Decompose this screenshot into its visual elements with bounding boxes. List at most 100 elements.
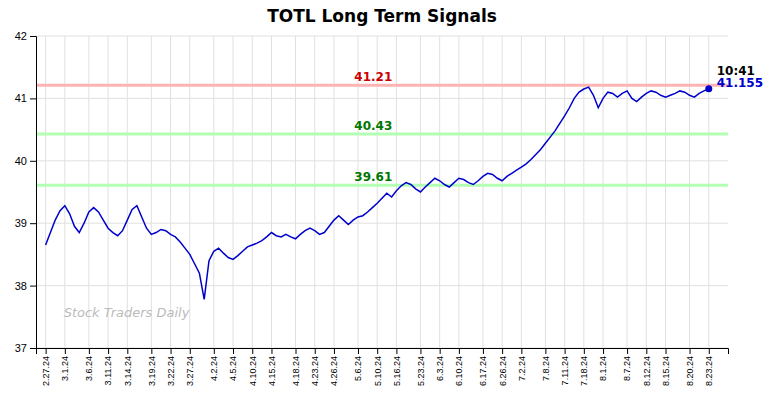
x-tick-label: 8.23.24	[704, 356, 714, 386]
x-tick-label: 4.5.24	[228, 356, 238, 381]
x-tick-label: 7.2.24	[517, 356, 527, 381]
x-tick-mark	[459, 348, 460, 354]
y-tick-mark	[30, 286, 36, 287]
y-tick-mark	[30, 98, 36, 99]
marks	[36, 85, 728, 299]
x-tick-label: 8.15.24	[661, 356, 671, 386]
y-tick-mark	[30, 348, 36, 349]
x-tick-label: 4.26.24	[329, 356, 339, 386]
x-tick: 8.7.24	[622, 348, 632, 381]
grid-line-x	[108, 36, 109, 348]
x-tick: 3.19.24	[147, 348, 157, 386]
y-tick-mark	[30, 223, 36, 224]
y-tick-label: 37	[15, 342, 27, 354]
x-tick-mark	[690, 348, 691, 354]
grid-line-x	[627, 36, 628, 348]
y-tick-mark	[30, 161, 36, 162]
x-tick-mark	[252, 348, 253, 354]
x-tick-label: 3.6.24	[84, 356, 94, 381]
y-tick: 39	[15, 217, 36, 229]
y-axis: 373839404142	[15, 30, 37, 354]
x-tick-label: 4.18.24	[291, 356, 301, 386]
x-tick-mark	[627, 348, 628, 354]
x-tick-mark	[646, 348, 647, 354]
x-tick: 3.27.24	[185, 348, 195, 386]
x-tick-mark	[545, 348, 546, 354]
x-tick-label: 7.11.24	[560, 356, 570, 385]
grid-line-x	[564, 36, 565, 348]
x-tick: 3.6.24	[84, 348, 94, 381]
x-tick-mark	[214, 348, 215, 354]
x-tick-mark	[296, 348, 297, 354]
grid-line-y	[36, 160, 728, 161]
grid-line-y	[36, 223, 728, 224]
x-tick: 4.15.24	[267, 348, 277, 386]
grid-line-x	[482, 36, 483, 348]
x-tick-mark	[271, 348, 272, 354]
y-tick: 38	[15, 280, 36, 292]
y-tick-label: 38	[15, 280, 27, 292]
x-tick: 5.16.24	[392, 348, 402, 386]
grid-line-x	[170, 36, 171, 348]
grid-line-x	[252, 36, 253, 348]
reference-label: 40.43	[354, 119, 392, 133]
grid-line-x	[646, 36, 647, 348]
x-tick-label: 7.18.24	[579, 356, 589, 386]
x-tick-mark	[666, 348, 667, 354]
x-tick-label: 3.27.24	[185, 356, 195, 386]
chart: Stock Traders Daily41.2140.4339.6110:414…	[0, 0, 784, 398]
grid-line-x	[333, 36, 334, 348]
x-tick-mark	[233, 348, 234, 354]
x-tick-label: 6.3.24	[435, 356, 445, 381]
x-tick-label: 3.1.24	[60, 356, 70, 381]
y-tick: 37	[15, 342, 36, 354]
x-tick-label: 8.12.24	[642, 356, 652, 386]
grid-line-x	[458, 36, 459, 348]
y-tick-label: 40	[15, 155, 27, 167]
grid-line-x	[583, 36, 584, 348]
x-tick-label: 6.17.24	[478, 356, 488, 386]
grid-line-y	[36, 285, 728, 286]
title: TOTL Long Term Signals	[267, 6, 497, 26]
x-tick-label: 3.11.24	[103, 356, 113, 385]
x-tick: 3.14.24	[123, 348, 133, 386]
x-tick: 4.23.24	[310, 348, 320, 386]
x-tick-mark	[65, 348, 66, 354]
y-tick-mark	[30, 36, 36, 37]
end-dot	[705, 85, 712, 92]
y-axis-line	[30, 37, 37, 349]
x-tick: 7.2.24	[517, 348, 527, 381]
x-tick: 5.10.24	[373, 348, 383, 386]
x-tick-label: 5.10.24	[373, 356, 383, 386]
x-tick-label: 6.10.24	[454, 356, 464, 386]
x-tick: 4.26.24	[329, 348, 339, 386]
grid-line-x	[521, 36, 522, 348]
grid-line-x	[439, 36, 440, 348]
x-tick: 3.1.24	[60, 348, 70, 381]
x-tick-mark	[127, 348, 128, 354]
x-tick-mark	[334, 348, 335, 354]
grid-line-x	[665, 36, 666, 348]
grid-line-x	[295, 36, 296, 348]
reference-label: 39.61	[354, 170, 392, 184]
x-tick: 3.11.24	[103, 348, 113, 385]
x-tick: 2.27.24	[41, 348, 51, 386]
x-tick-label: 3.14.24	[123, 356, 133, 386]
grid-line-x	[213, 36, 214, 348]
grid-line-x	[189, 36, 190, 348]
x-tick-label: 4.10.24	[248, 356, 258, 386]
y-tick: 42	[15, 30, 36, 42]
x-tick-mark	[151, 348, 152, 354]
x-tick-label: 6.26.24	[498, 356, 508, 386]
x-tick-label: 2.27.24	[41, 356, 51, 386]
watermark: Stock Traders Daily	[64, 305, 190, 320]
x-tick: 7.8.24	[541, 348, 551, 381]
x-tick: 8.23.24	[704, 348, 714, 386]
grid-line-x	[502, 36, 503, 348]
grid-line-x	[151, 36, 152, 348]
x-tick-mark	[89, 348, 90, 354]
x-tick: 4.5.24	[228, 348, 238, 381]
x-tick: 7.18.24	[579, 348, 589, 386]
x-tick: 4.2.24	[209, 348, 219, 381]
grid-line-x	[545, 36, 546, 348]
